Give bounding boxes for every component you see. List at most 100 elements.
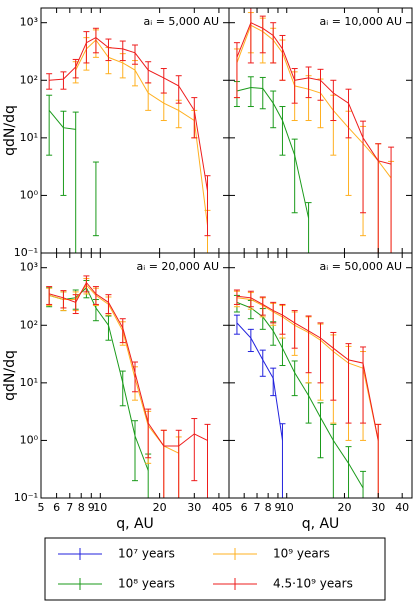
error-bar: [175, 75, 182, 104]
legend-item: 10⁹ years: [213, 547, 330, 561]
error-bar: [259, 15, 266, 54]
error-bar: [279, 303, 286, 335]
panel-annotation: aᵢ = 5,000 AU: [144, 15, 219, 28]
x-tick-label: 20: [337, 501, 351, 514]
x-tick-label: 8: [265, 501, 272, 514]
panel-annotation: aᵢ = 50,000 AU: [320, 260, 402, 273]
error-bar: [92, 27, 99, 54]
error-bar: [259, 296, 266, 316]
error-bar: [72, 294, 79, 315]
y-tick-label: 10³: [20, 261, 38, 274]
error-bar: [83, 31, 90, 64]
panel-frame: [228, 252, 413, 499]
plot-area: [233, 289, 382, 498]
panel-annotation: aᵢ = 20,000 AU: [137, 260, 219, 273]
error-bar: [259, 76, 266, 110]
y-axis-label: qdN/dq: [2, 350, 18, 401]
plot-area: [233, 8, 395, 253]
error-bar: [270, 22, 277, 64]
series-line: [49, 286, 149, 471]
x-tick-label: 6: [241, 501, 248, 514]
plot-area: [46, 275, 211, 498]
error-bar: [360, 120, 367, 214]
error-bar: [119, 318, 126, 344]
series-line: [236, 295, 379, 441]
error-bar: [132, 420, 138, 482]
y-tick-label: 10⁰: [20, 433, 39, 446]
error-bar: [105, 315, 112, 341]
error-bar: [270, 367, 277, 397]
error-bar: [46, 73, 53, 90]
error-bar: [375, 423, 382, 498]
error-bar: [191, 418, 198, 482]
x-tick-label: 10: [93, 501, 107, 514]
plot-area: [46, 27, 211, 253]
error-bar: [119, 370, 126, 407]
error-bar: [345, 88, 352, 139]
error-bar: [388, 146, 395, 253]
error-bar: [317, 402, 324, 459]
error-bar: [270, 90, 277, 129]
error-bar: [247, 8, 254, 64]
error-bar: [233, 42, 240, 99]
legend-label: 4.5·10⁹ years: [273, 577, 353, 591]
error-bar: [247, 76, 254, 108]
error-bar: [46, 94, 53, 156]
panel-frame: [228, 7, 413, 254]
series-line: [236, 24, 392, 179]
x-tick-label: 5: [38, 501, 45, 514]
error-bar: [330, 423, 337, 498]
error-bar: [305, 202, 312, 253]
y-tick-label: 10³: [20, 16, 38, 29]
error-bar: [160, 429, 167, 498]
legend-label: 10⁹ years: [273, 547, 330, 561]
error-bar: [259, 349, 266, 377]
error-bar: [191, 97, 198, 139]
panel-annotation: aᵢ = 10,000 AU: [320, 15, 402, 28]
error-bar: [375, 143, 382, 253]
error-bar: [317, 322, 324, 384]
error-bar: [360, 470, 367, 498]
error-bar: [132, 44, 138, 65]
error-bar: [305, 315, 312, 374]
error-bar: [60, 71, 67, 90]
error-bar: [305, 382, 312, 424]
x-tick-label: 7: [254, 501, 261, 514]
error-bar: [279, 34, 286, 81]
error-bar: [204, 175, 211, 237]
series-line: [236, 22, 392, 165]
legend-item: 10⁸ years: [58, 577, 175, 591]
error-bar: [145, 408, 152, 459]
x-tick-label: 40: [212, 501, 226, 514]
x-tick-label: 30: [371, 501, 385, 514]
error-bar: [360, 346, 367, 424]
error-bar: [247, 328, 254, 353]
series-line: [49, 281, 208, 447]
error-bar: [145, 61, 152, 84]
x-tick-label: 40: [395, 501, 409, 514]
error-bar: [279, 423, 286, 498]
legend-box: [44, 537, 386, 601]
error-bar: [279, 106, 286, 156]
x-tick-label: 9: [274, 501, 281, 514]
error-bar: [330, 331, 337, 401]
series-line: [49, 284, 179, 454]
error-bar: [233, 314, 240, 335]
error-bar: [60, 110, 67, 196]
error-bar: [291, 310, 298, 349]
legend-label: 10⁸ years: [118, 577, 175, 591]
y-tick-label: 10²: [20, 318, 38, 331]
error-bar: [105, 38, 112, 62]
error-bar: [160, 68, 167, 94]
error-bar: [247, 290, 254, 308]
error-bar: [175, 99, 182, 129]
y-tick-label: 10¹: [20, 131, 38, 144]
x-tick-label: 30: [187, 501, 201, 514]
y-tick-label: 10¹: [20, 376, 38, 389]
series-line: [236, 322, 283, 441]
error-bar: [105, 294, 112, 315]
y-tick-label: 10²: [20, 73, 38, 86]
error-bar: [160, 92, 167, 122]
error-bar: [330, 79, 337, 122]
